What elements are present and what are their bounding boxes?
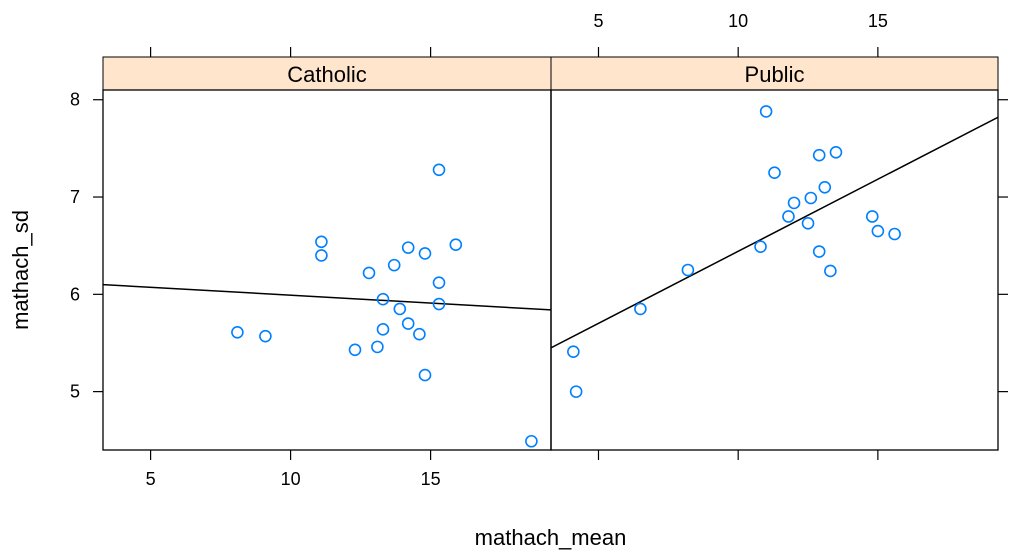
y-tick-label: 7 bbox=[70, 187, 80, 207]
data-point bbox=[768, 166, 781, 180]
x-tick-label: 5 bbox=[593, 11, 603, 31]
data-point bbox=[432, 297, 446, 311]
data-point bbox=[888, 227, 901, 241]
data-point bbox=[865, 210, 879, 223]
data-point bbox=[759, 105, 773, 118]
data-point bbox=[804, 191, 818, 205]
data-point bbox=[567, 345, 580, 359]
data-point bbox=[387, 258, 401, 272]
data-point bbox=[818, 180, 832, 194]
x-axis-title: mathach_mean bbox=[475, 525, 627, 550]
strip-catholic bbox=[102, 56, 552, 91]
x-tick-label: 5 bbox=[146, 469, 156, 489]
data-point bbox=[315, 249, 328, 262]
data-point bbox=[376, 292, 390, 306]
data-point bbox=[393, 302, 407, 316]
data-point bbox=[418, 247, 432, 260]
strip-label: Catholic bbox=[287, 62, 366, 87]
data-point bbox=[371, 340, 384, 354]
data-point bbox=[362, 266, 376, 280]
data-point bbox=[401, 241, 415, 254]
strip-label: Public bbox=[745, 62, 805, 87]
data-point bbox=[432, 163, 446, 177]
data-point bbox=[231, 325, 244, 339]
y-tick-label: 5 bbox=[70, 382, 80, 402]
y-axis-title: mathach_sd bbox=[8, 210, 33, 330]
data-point bbox=[569, 385, 583, 398]
regression-line-catholic bbox=[103, 283, 551, 311]
data-point bbox=[801, 216, 815, 230]
data-point bbox=[871, 224, 885, 238]
y-tick-label: 8 bbox=[70, 90, 80, 110]
data-point bbox=[315, 235, 328, 249]
data-point bbox=[348, 343, 362, 357]
data-point bbox=[829, 145, 843, 159]
data-point bbox=[376, 323, 390, 336]
data-point bbox=[782, 210, 795, 223]
data-point bbox=[681, 263, 695, 277]
x-tick-label: 10 bbox=[728, 11, 748, 31]
data-point bbox=[401, 317, 415, 330]
data-point bbox=[418, 368, 432, 382]
strip-public bbox=[550, 56, 999, 91]
data-point bbox=[525, 434, 538, 448]
data-point bbox=[449, 238, 463, 252]
regression-line-public bbox=[551, 116, 998, 349]
data-point bbox=[432, 276, 446, 289]
data-point bbox=[812, 245, 826, 258]
data-point bbox=[812, 148, 826, 162]
x-tick-label: 15 bbox=[421, 469, 441, 489]
data-point bbox=[259, 329, 272, 343]
data-point bbox=[413, 327, 426, 341]
data-point bbox=[634, 302, 647, 316]
y-tick-label: 6 bbox=[70, 284, 80, 304]
x-tick-label: 10 bbox=[281, 469, 301, 489]
data-point bbox=[754, 240, 767, 253]
data-point bbox=[824, 264, 837, 278]
data-point bbox=[787, 196, 801, 210]
panel-frame-catholic bbox=[102, 89, 552, 451]
panel-frame-public bbox=[550, 89, 999, 451]
x-tick-label: 15 bbox=[868, 11, 888, 31]
